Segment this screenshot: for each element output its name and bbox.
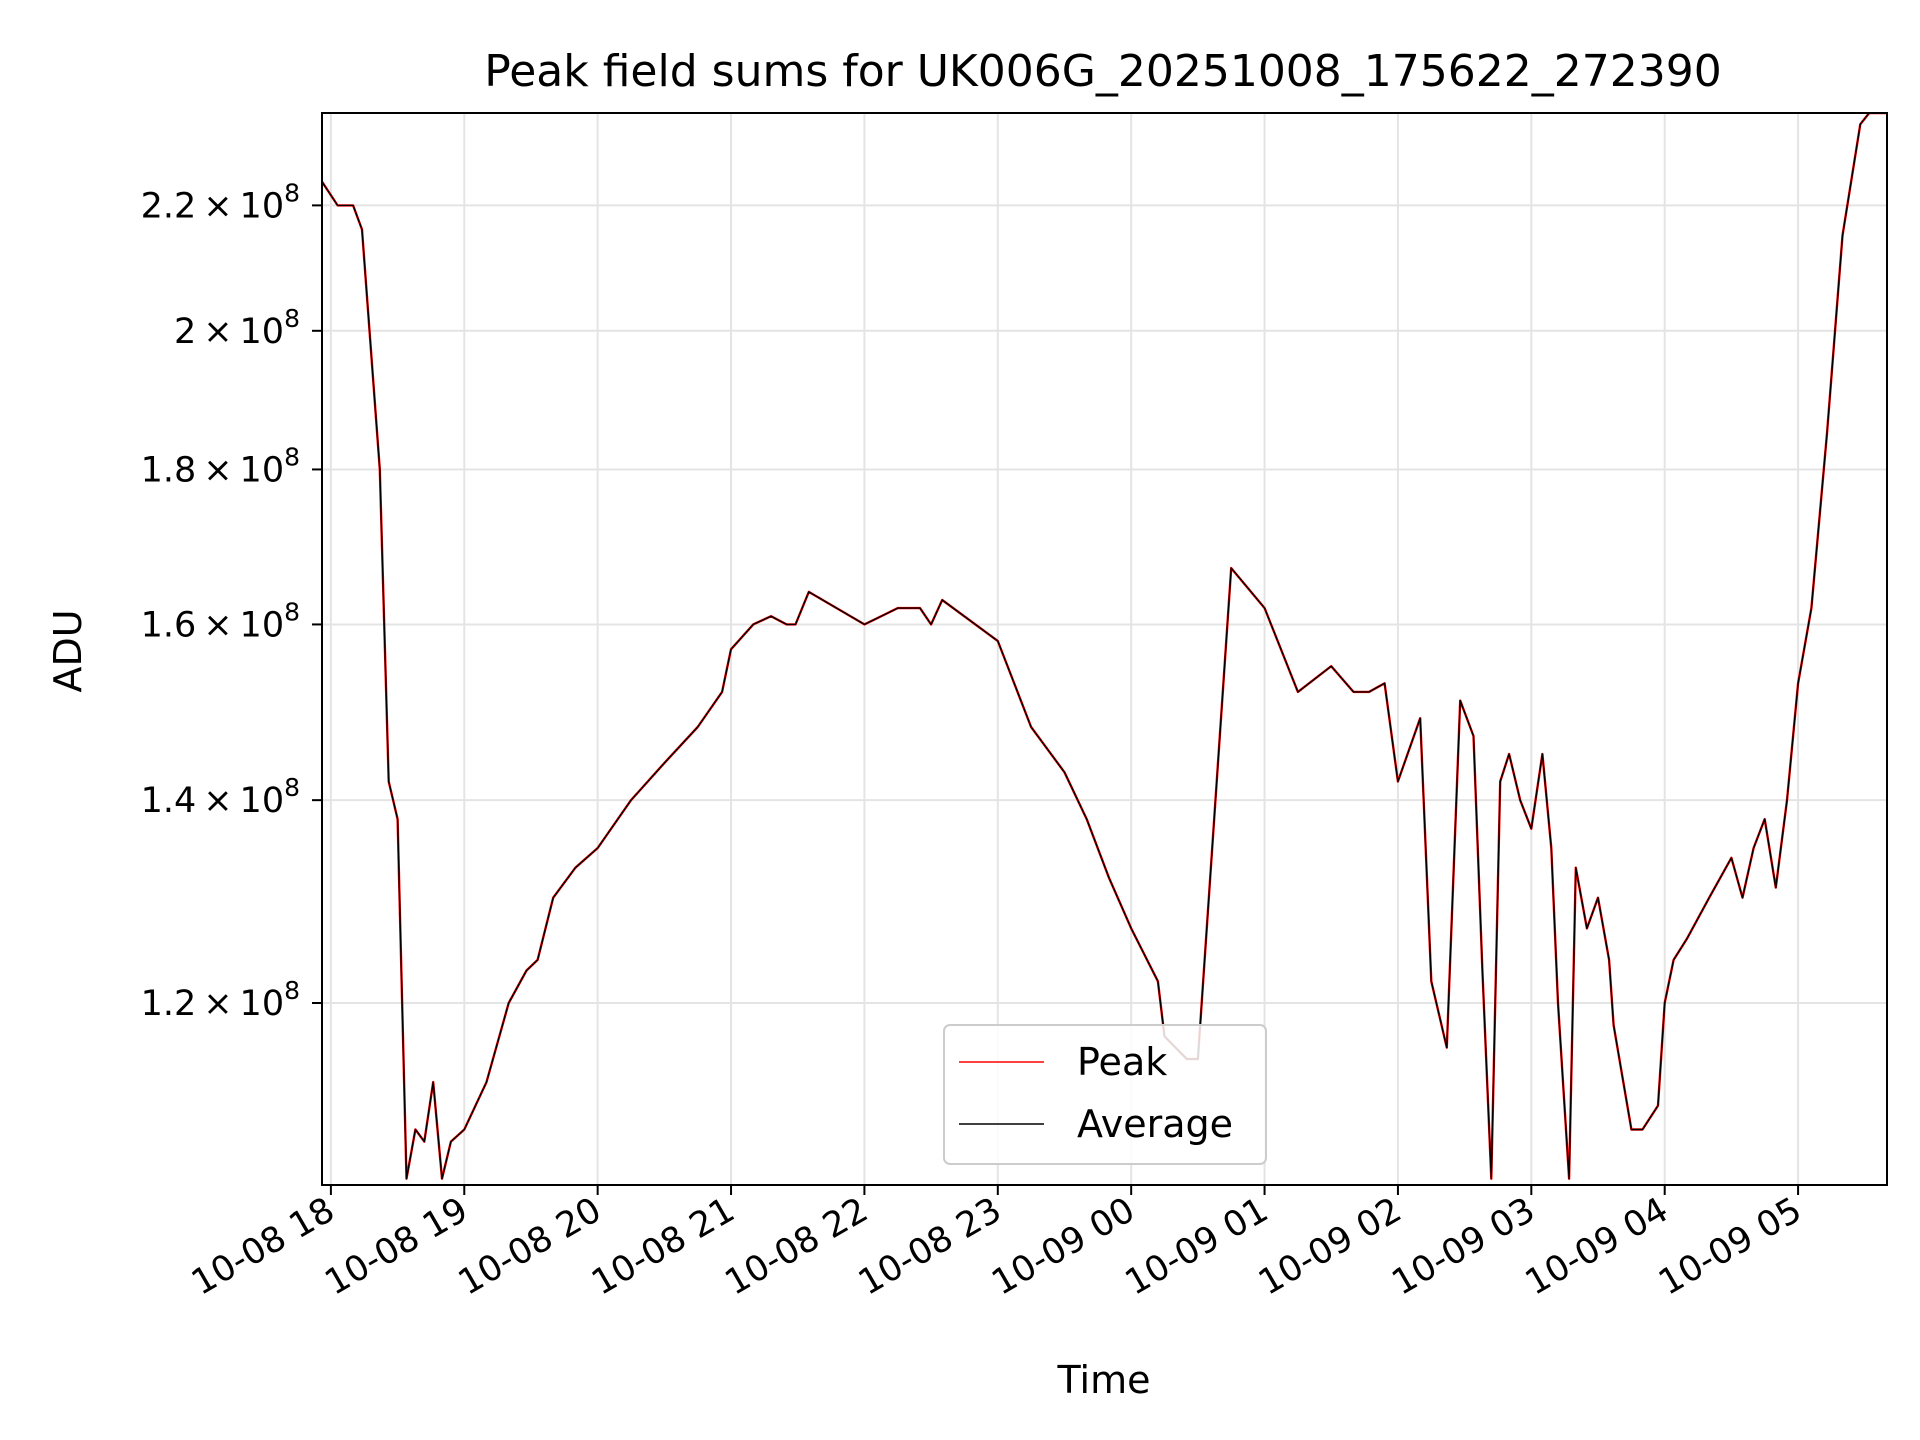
y-axis-label: ADU [46,609,90,692]
y-tick-label: 2.2 × 108 [141,178,300,226]
plot-series [322,113,1887,1180]
y-tick-label: 2 × 108 [174,304,300,352]
y-axis: 1.2 × 108 1.4 × 108 1.6 × 108 1.8 × 108 2 × … [141,178,322,1024]
x-axis-label: Time [1057,1358,1151,1402]
y-tick-label: 1.2 × 108 [141,976,300,1024]
chart-title: Peak field sums for UK006G_20251008_1756… [484,46,1721,97]
legend-box [943,1024,1267,1165]
legend-label-average: Average [1077,1102,1233,1146]
legend: Peak Average [943,1024,1267,1165]
y-tick-label: 1.6 × 108 [141,597,300,645]
y-tick-label: 1.8 × 108 [141,442,300,490]
plot-frame [321,112,1888,1186]
series-line-average [322,113,1887,1180]
legend-label-peak: Peak [1077,1040,1167,1084]
y-tick-label: 1.4 × 108 [141,773,300,821]
